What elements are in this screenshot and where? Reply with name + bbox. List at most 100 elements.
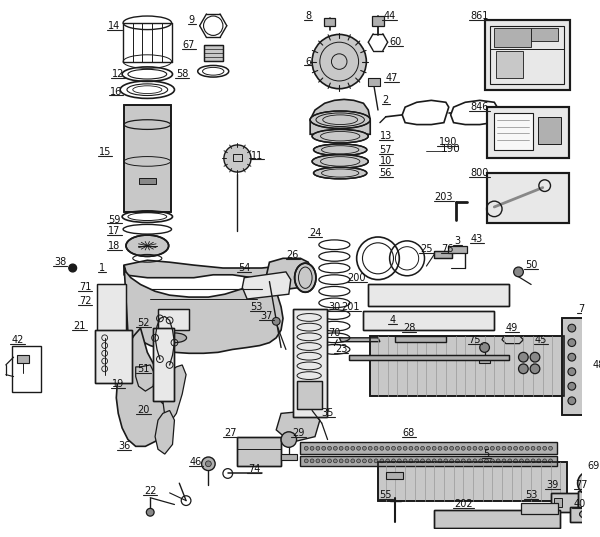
Bar	[395, 336, 446, 342]
Circle shape	[578, 471, 600, 495]
Text: 17: 17	[108, 226, 121, 236]
Circle shape	[356, 459, 361, 463]
Circle shape	[403, 446, 407, 450]
Ellipse shape	[580, 509, 599, 519]
Text: 29: 29	[292, 428, 305, 438]
Text: 55: 55	[379, 490, 392, 500]
Circle shape	[587, 404, 595, 411]
Text: 71: 71	[79, 282, 91, 293]
Text: 74: 74	[248, 463, 260, 474]
Circle shape	[316, 459, 320, 463]
Circle shape	[310, 446, 314, 450]
Circle shape	[514, 267, 523, 277]
Ellipse shape	[163, 333, 187, 343]
Bar	[448, 246, 467, 253]
Circle shape	[568, 368, 575, 375]
Text: 6: 6	[305, 56, 311, 67]
Text: 50: 50	[525, 260, 538, 270]
Bar	[301, 456, 557, 466]
Circle shape	[518, 364, 528, 374]
Text: 53: 53	[251, 302, 263, 312]
Text: 1: 1	[99, 263, 105, 273]
Polygon shape	[266, 258, 312, 289]
Circle shape	[587, 329, 595, 337]
Text: 23: 23	[335, 344, 347, 354]
Circle shape	[502, 459, 506, 463]
Ellipse shape	[312, 129, 368, 143]
Circle shape	[432, 446, 436, 450]
Polygon shape	[124, 260, 301, 278]
Circle shape	[368, 446, 372, 450]
Circle shape	[537, 446, 541, 450]
Bar	[95, 330, 132, 383]
Circle shape	[514, 446, 518, 450]
Circle shape	[490, 459, 494, 463]
Bar	[368, 78, 380, 86]
Text: 200: 200	[347, 273, 366, 282]
Bar	[296, 381, 322, 409]
Bar	[554, 498, 562, 507]
Circle shape	[339, 459, 343, 463]
Circle shape	[362, 446, 367, 450]
Text: 54: 54	[238, 263, 250, 273]
Circle shape	[328, 459, 331, 463]
Polygon shape	[124, 265, 283, 353]
Bar	[434, 510, 560, 528]
Bar	[203, 45, 223, 61]
Circle shape	[568, 339, 575, 346]
Circle shape	[568, 382, 575, 390]
Circle shape	[322, 446, 326, 450]
Bar	[494, 28, 531, 47]
Text: 48: 48	[593, 360, 600, 370]
Circle shape	[485, 459, 488, 463]
Bar	[324, 18, 335, 26]
Circle shape	[328, 446, 331, 450]
Circle shape	[438, 446, 442, 450]
Bar	[531, 28, 558, 41]
Circle shape	[461, 446, 465, 450]
Circle shape	[455, 459, 460, 463]
Circle shape	[543, 459, 547, 463]
Circle shape	[473, 459, 477, 463]
Bar	[349, 355, 509, 360]
Text: 27: 27	[224, 428, 237, 438]
Circle shape	[467, 459, 471, 463]
Text: 8: 8	[305, 11, 311, 21]
Bar	[364, 311, 494, 330]
Text: 202: 202	[454, 499, 473, 510]
Circle shape	[502, 446, 506, 450]
Circle shape	[587, 349, 595, 356]
Circle shape	[427, 459, 430, 463]
Polygon shape	[155, 367, 173, 404]
Text: 46: 46	[190, 457, 202, 467]
Circle shape	[587, 387, 595, 395]
Text: 24: 24	[309, 228, 321, 238]
Polygon shape	[155, 410, 175, 454]
Bar	[434, 510, 560, 528]
Polygon shape	[163, 365, 186, 423]
Text: 40: 40	[574, 499, 586, 510]
Text: 190: 190	[439, 137, 457, 147]
Text: 68: 68	[403, 428, 415, 438]
Circle shape	[316, 446, 320, 450]
Circle shape	[345, 446, 349, 450]
Circle shape	[444, 446, 448, 450]
Bar	[487, 107, 569, 157]
Bar	[479, 357, 490, 363]
Circle shape	[403, 459, 407, 463]
Bar	[364, 311, 494, 330]
Circle shape	[368, 459, 372, 463]
Circle shape	[409, 446, 413, 450]
Bar	[434, 251, 452, 258]
Text: 12: 12	[112, 69, 124, 79]
Text: 18: 18	[108, 241, 121, 251]
Text: 20: 20	[137, 405, 149, 416]
Bar	[551, 493, 580, 512]
Text: 57: 57	[379, 145, 392, 155]
Bar	[293, 309, 326, 417]
Bar	[203, 45, 223, 61]
Text: 201: 201	[341, 302, 360, 312]
Circle shape	[351, 446, 355, 450]
Bar	[386, 471, 403, 480]
Text: 52: 52	[137, 318, 149, 328]
